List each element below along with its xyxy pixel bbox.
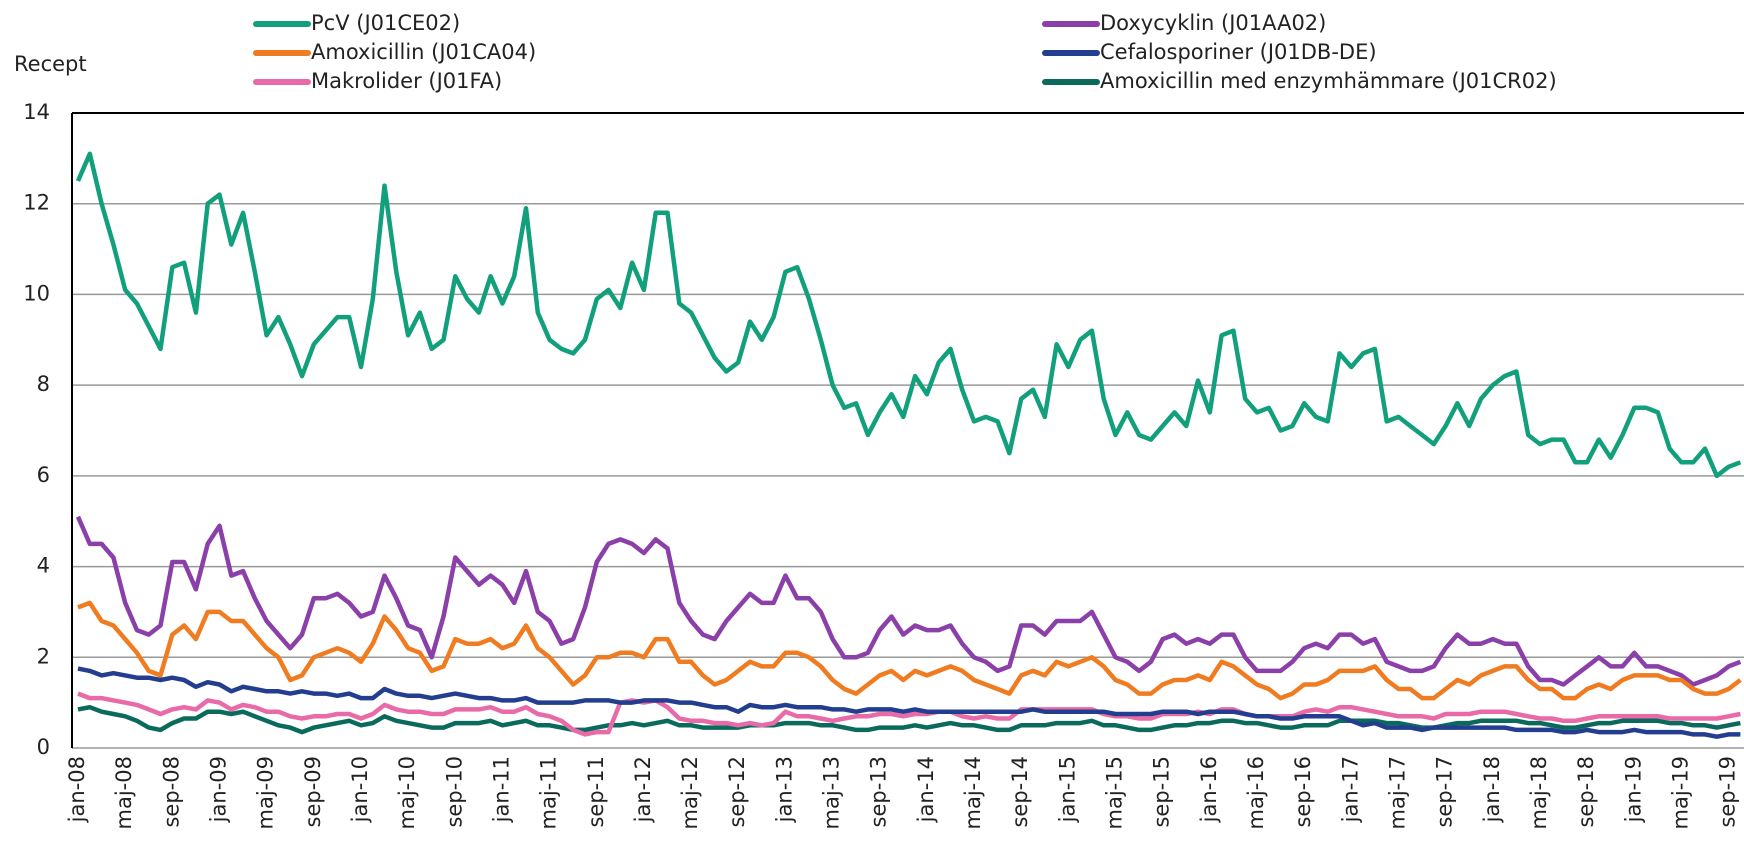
y-tick-label: 8 [37, 372, 50, 396]
series-line [77, 666, 1741, 739]
y-tick-label: 12 [23, 191, 50, 215]
y-axis-label: Recept [14, 52, 87, 76]
x-tick-label: sep-18 [1574, 756, 1598, 828]
y-tick-label: 6 [37, 463, 50, 487]
legend-label: Makrolider (J01FA) [311, 69, 502, 93]
series-line [77, 704, 1741, 735]
x-tick-label: maj-10 [395, 756, 419, 829]
x-tick-label: sep-10 [442, 756, 466, 828]
x-tick-label: maj-14 [961, 756, 985, 829]
x-tick-label: sep-14 [1008, 756, 1032, 828]
series-line [75, 151, 1742, 479]
x-tick-label: jan-13 [772, 756, 796, 823]
series-line [75, 515, 1742, 687]
legend-label: Amoxicillin med enzymhämmare (J01CR02) [1100, 69, 1557, 93]
x-tick-label: jan-10 [348, 756, 372, 823]
x-tick-label: jan-17 [1338, 756, 1362, 823]
x-tick-label: maj-15 [1103, 756, 1127, 829]
x-tick-label: jan-11 [489, 756, 513, 823]
x-tick-label: sep-19 [1716, 756, 1740, 828]
legend-label: Cefalosporiner (J01DB-DE) [1100, 40, 1377, 64]
x-tick-label: maj-19 [1668, 756, 1692, 829]
y-tick-label: 14 [23, 100, 50, 124]
legend-label: Doxycyklin (J01AA02) [1100, 11, 1326, 35]
x-tick-label: maj-08 [112, 756, 136, 829]
x-tick-label: sep-12 [725, 756, 749, 828]
x-tick-label: jan-08 [65, 756, 89, 823]
y-tick-label: 4 [37, 554, 50, 578]
x-tick-label: sep-11 [584, 756, 608, 828]
legend-label: PcV (J01CE02) [311, 11, 460, 35]
legend-label: Amoxicillin (J01CA04) [311, 40, 536, 64]
x-tick-label: sep-09 [301, 756, 325, 828]
series-line [77, 691, 1741, 737]
x-tick-label: jan-19 [1621, 756, 1645, 823]
x-tick-label: sep-15 [1150, 756, 1174, 828]
y-tick-label: 0 [37, 735, 50, 759]
y-tick-label: 10 [23, 281, 50, 305]
x-tick-label: maj-16 [1244, 756, 1268, 829]
x-tick-label: sep-17 [1433, 756, 1457, 828]
x-tick-label: maj-09 [254, 756, 278, 829]
x-tick-label: maj-11 [537, 756, 561, 829]
x-tick-label: maj-17 [1385, 756, 1409, 829]
x-tick-label: jan-15 [1055, 756, 1079, 823]
x-tick-label: jan-14 [914, 756, 938, 823]
x-tick-label: jan-16 [1197, 756, 1221, 823]
x-tick-label: jan-18 [1480, 756, 1504, 823]
x-tick-label: jan-12 [631, 756, 655, 823]
x-tick-label: jan-09 [206, 756, 230, 823]
x-tick-label: maj-13 [820, 756, 844, 829]
x-tick-label: sep-08 [159, 756, 183, 828]
y-tick-label: 2 [37, 644, 50, 668]
x-tick-label: sep-16 [1291, 756, 1315, 828]
series-line [77, 600, 1742, 701]
x-tick-label: maj-12 [678, 756, 702, 829]
x-tick-label: sep-13 [867, 756, 891, 828]
x-tick-label: maj-18 [1527, 756, 1551, 829]
